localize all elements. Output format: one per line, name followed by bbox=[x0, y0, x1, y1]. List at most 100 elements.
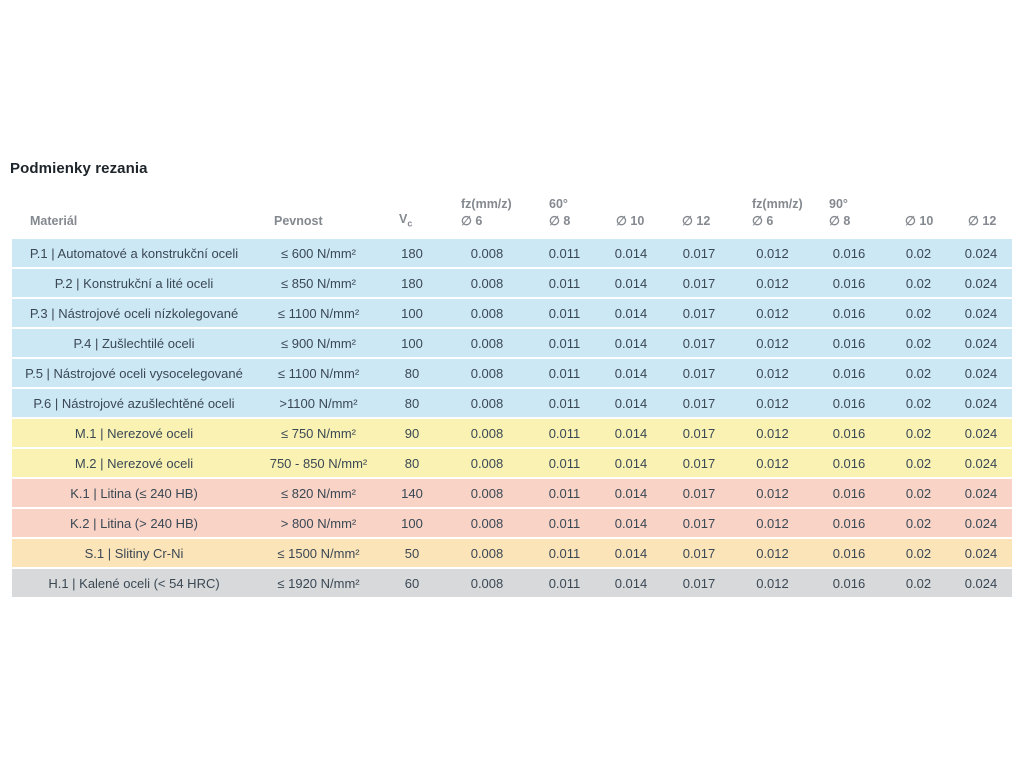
vc-cell: 90 bbox=[381, 419, 443, 447]
feed-cell-deg90-d12: 0.024 bbox=[950, 239, 1012, 267]
table-row-p2: P.2 | Konstrukční a lité oceli ≤ 850 N/mm… bbox=[12, 269, 1012, 297]
feed-cell-deg90-d10: 0.02 bbox=[887, 329, 950, 357]
feed-cell-deg90-d12: 0.024 bbox=[950, 329, 1012, 357]
column-header-label: ∅ 6 bbox=[752, 214, 774, 229]
feed-cell-deg60-d8: 0.011 bbox=[531, 299, 598, 327]
vc-cell: 180 bbox=[381, 239, 443, 267]
material-cell: M.2 | Nerezové oceli bbox=[12, 449, 256, 477]
feed-cell-deg60-d12: 0.017 bbox=[664, 449, 734, 477]
feed-cell-deg60-d10: 0.014 bbox=[598, 329, 664, 357]
feed-cell-fz90-d6: 0.012 bbox=[734, 329, 811, 357]
feed-cell-deg60-d10: 0.014 bbox=[598, 269, 664, 297]
column-header-label: ∅ 8 bbox=[829, 214, 851, 229]
column-header-group-label: fz(mm/z) bbox=[461, 197, 512, 212]
feed-cell-deg90-d10: 0.02 bbox=[887, 299, 950, 327]
feed-cell-deg60-d10: 0.014 bbox=[598, 389, 664, 417]
feed-cell-deg60-d10: 0.014 bbox=[598, 359, 664, 387]
material-cell: H.1 | Kalené oceli (< 54 HRC) bbox=[12, 569, 256, 597]
feed-cell-deg60-d12: 0.017 bbox=[664, 299, 734, 327]
material-cell: P.2 | Konstrukční a lité oceli bbox=[12, 269, 256, 297]
feed-cell-fz90-d6: 0.012 bbox=[734, 449, 811, 477]
feed-cell-fz90-d6: 0.012 bbox=[734, 509, 811, 537]
feed-cell-deg60-d10: 0.014 bbox=[598, 419, 664, 447]
feed-cell-deg90-d8: 0.016 bbox=[811, 509, 887, 537]
column-header-vc: Vc bbox=[381, 190, 443, 237]
feed-cell-deg90-d8: 0.016 bbox=[811, 539, 887, 567]
feed-cell-deg60-d8: 0.011 bbox=[531, 569, 598, 597]
pevnost-cell: ≤ 850 N/mm² bbox=[256, 269, 381, 297]
feed-cell-deg60-d8: 0.011 bbox=[531, 359, 598, 387]
column-header-deg90-d12: ∅ 12 bbox=[950, 190, 1012, 237]
pevnost-cell: ≤ 1100 N/mm² bbox=[256, 299, 381, 327]
vc-cell: 100 bbox=[381, 299, 443, 327]
column-header-subscript: c bbox=[407, 218, 413, 229]
feed-cell-deg90-d10: 0.02 bbox=[887, 239, 950, 267]
feed-cell-deg90-d12: 0.024 bbox=[950, 449, 1012, 477]
feed-cell-fz90-d6: 0.012 bbox=[734, 539, 811, 567]
vc-cell: 140 bbox=[381, 479, 443, 507]
pevnost-cell: ≤ 600 N/mm² bbox=[256, 239, 381, 267]
pevnost-cell: ≤ 820 N/mm² bbox=[256, 479, 381, 507]
column-header-deg60-d8: 60° ∅ 8 bbox=[531, 190, 598, 237]
feed-cell-fz60-d6: 0.008 bbox=[443, 389, 531, 417]
table-header-row: Materiál Pevnost Vc fz(mm/z) ∅ 6 60° ∅ 8 ∅ 10 ∅ … bbox=[12, 190, 1012, 237]
feed-cell-deg90-d10: 0.02 bbox=[887, 569, 950, 597]
feed-cell-deg90-d8: 0.016 bbox=[811, 329, 887, 357]
feed-cell-deg90-d10: 0.02 bbox=[887, 389, 950, 417]
column-header-group-label: 60° bbox=[549, 197, 568, 212]
feed-cell-fz90-d6: 0.012 bbox=[734, 239, 811, 267]
column-header-deg60-d12: ∅ 12 bbox=[664, 190, 734, 237]
column-header-deg90-d8: 90° ∅ 8 bbox=[811, 190, 887, 237]
feed-cell-fz60-d6: 0.008 bbox=[443, 569, 531, 597]
material-cell: P.6 | Nástrojové azušlechtěné oceli bbox=[12, 389, 256, 417]
feed-cell-deg60-d12: 0.017 bbox=[664, 359, 734, 387]
table-row-h1: H.1 | Kalené oceli (< 54 HRC) ≤ 1920 N/mm… bbox=[12, 569, 1012, 597]
feed-cell-deg90-d8: 0.016 bbox=[811, 569, 887, 597]
feed-cell-fz60-d6: 0.008 bbox=[443, 269, 531, 297]
feed-cell-deg60-d8: 0.011 bbox=[531, 539, 598, 567]
pevnost-cell: ≤ 1920 N/mm² bbox=[256, 569, 381, 597]
table-body: P.1 | Automatové a konstrukční oceli ≤ 60… bbox=[12, 239, 1012, 597]
page-title: Podmienky rezania bbox=[10, 160, 148, 177]
column-header-label: ∅ 10 bbox=[616, 214, 645, 229]
pevnost-cell: ≤ 1500 N/mm² bbox=[256, 539, 381, 567]
feed-cell-deg90-d12: 0.024 bbox=[950, 569, 1012, 597]
feed-cell-deg90-d8: 0.016 bbox=[811, 299, 887, 327]
column-header-label: ∅ 6 bbox=[461, 214, 483, 229]
feed-cell-deg60-d8: 0.011 bbox=[531, 509, 598, 537]
feed-cell-deg90-d8: 0.016 bbox=[811, 419, 887, 447]
material-cell: P.5 | Nástrojové oceli vysocelegované bbox=[12, 359, 256, 387]
feed-cell-deg60-d12: 0.017 bbox=[664, 569, 734, 597]
feed-cell-fz60-d6: 0.008 bbox=[443, 449, 531, 477]
feed-cell-deg90-d12: 0.024 bbox=[950, 419, 1012, 447]
column-header-label: ∅ 8 bbox=[549, 214, 571, 229]
vc-cell: 80 bbox=[381, 389, 443, 417]
feed-cell-deg60-d8: 0.011 bbox=[531, 269, 598, 297]
column-header-label: ∅ 12 bbox=[968, 214, 997, 229]
feed-cell-deg60-d10: 0.014 bbox=[598, 239, 664, 267]
feed-cell-deg60-d8: 0.011 bbox=[531, 389, 598, 417]
column-header-pevnost: Pevnost bbox=[256, 190, 381, 237]
feed-cell-deg60-d12: 0.017 bbox=[664, 419, 734, 447]
feed-cell-deg60-d10: 0.014 bbox=[598, 449, 664, 477]
pevnost-cell: > 800 N/mm² bbox=[256, 509, 381, 537]
feed-cell-deg90-d12: 0.024 bbox=[950, 269, 1012, 297]
material-cell: K.1 | Litina (≤ 240 HB) bbox=[12, 479, 256, 507]
feed-cell-fz90-d6: 0.012 bbox=[734, 569, 811, 597]
table-row-p5: P.5 | Nástrojové oceli vysocelegované ≤ 1… bbox=[12, 359, 1012, 387]
feed-cell-deg60-d12: 0.017 bbox=[664, 389, 734, 417]
table-header: Materiál Pevnost Vc fz(mm/z) ∅ 6 60° ∅ 8 ∅ 10 ∅ … bbox=[12, 190, 1012, 237]
feed-cell-deg90-d8: 0.016 bbox=[811, 269, 887, 297]
vc-cell: 50 bbox=[381, 539, 443, 567]
feed-cell-fz60-d6: 0.008 bbox=[443, 359, 531, 387]
feed-cell-deg90-d8: 0.016 bbox=[811, 359, 887, 387]
feed-cell-fz60-d6: 0.008 bbox=[443, 329, 531, 357]
feed-cell-deg60-d12: 0.017 bbox=[664, 539, 734, 567]
feed-cell-deg90-d8: 0.016 bbox=[811, 239, 887, 267]
feed-cell-deg90-d8: 0.016 bbox=[811, 389, 887, 417]
material-cell: K.2 | Litina (> 240 HB) bbox=[12, 509, 256, 537]
feed-cell-fz60-d6: 0.008 bbox=[443, 419, 531, 447]
pevnost-cell: ≤ 900 N/mm² bbox=[256, 329, 381, 357]
table-row-p6: P.6 | Nástrojové azušlechtěné oceli >1100… bbox=[12, 389, 1012, 417]
table-row-p3: P.3 | Nástrojové oceli nízkolegované ≤ 11… bbox=[12, 299, 1012, 327]
